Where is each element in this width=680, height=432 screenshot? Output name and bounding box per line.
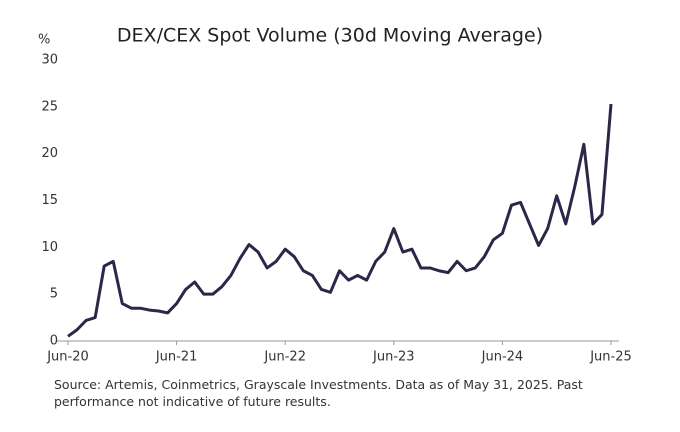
x-tick-label: Jun-21 — [155, 350, 198, 365]
source-note: Source: Artemis, Coinmetrics, Grayscale … — [54, 376, 583, 410]
x-tick-label: Jun-25 — [589, 350, 632, 365]
x-tick-label: Jun-23 — [372, 350, 415, 365]
y-tick-label: 20 — [41, 146, 58, 161]
y-tick-label: 30 — [41, 53, 58, 68]
y-tick-label: 10 — [41, 240, 58, 255]
y-tick-label: 25 — [41, 99, 58, 114]
x-tick-label: Jun-20 — [46, 350, 89, 365]
y-tick-label: 15 — [41, 193, 58, 208]
line-series — [67, 103, 613, 338]
source-line: performance not indicative of future res… — [54, 394, 331, 409]
y-axis-label: % — [38, 33, 50, 48]
y-tick-label: 0 — [50, 334, 58, 349]
source-line: Source: Artemis, Coinmetrics, Grayscale … — [54, 377, 583, 392]
y-tick-label: 5 — [50, 287, 58, 302]
x-tick-label: Jun-24 — [481, 350, 524, 365]
chart: DEX/CEX Spot Volume (30d Moving Average)… — [38, 25, 632, 365]
chart-title: DEX/CEX Spot Volume (30d Moving Average) — [117, 25, 543, 47]
x-tick-label: Jun-22 — [263, 350, 306, 365]
